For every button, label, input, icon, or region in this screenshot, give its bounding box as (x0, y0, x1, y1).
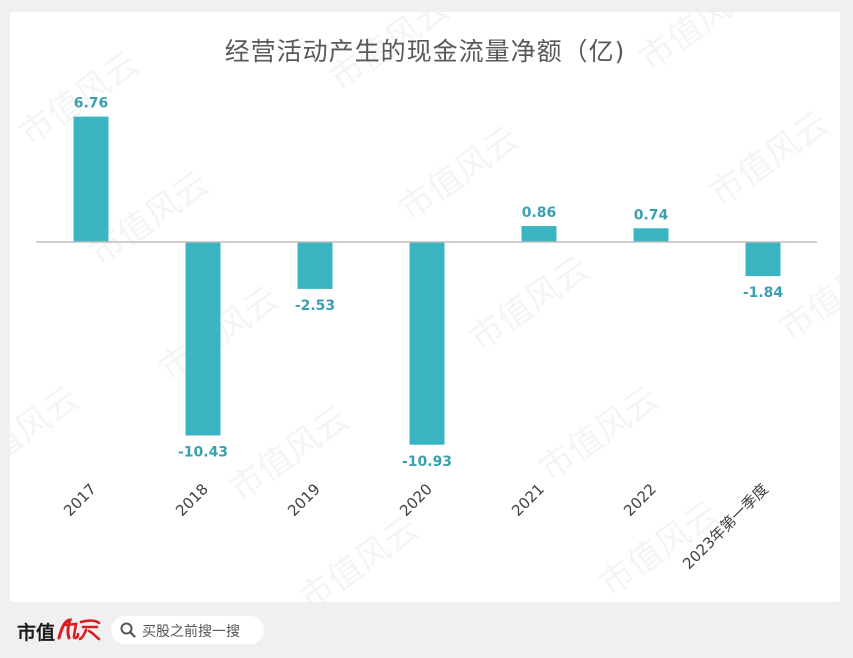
watermark-text: 市值风云 (292, 509, 426, 602)
value-label: -1.84 (743, 285, 784, 301)
watermark-text: 市值风云 (702, 104, 836, 215)
bar-2018 (185, 242, 221, 436)
watermark-text: 市值风云 (392, 119, 526, 230)
x-tick-label: 2021 (508, 480, 548, 520)
value-label: 6.76 (74, 96, 109, 112)
value-label: 0.74 (634, 207, 669, 223)
brand-calligraphy-icon (57, 618, 101, 641)
bar-2023年第一季度 (745, 242, 781, 277)
search-placeholder: 买股之前搜一搜 (142, 624, 240, 640)
x-tick-label: 2017 (60, 480, 100, 520)
x-tick-label: 2018 (172, 480, 212, 520)
value-label: -10.93 (402, 454, 452, 470)
watermark-text: 市值风云 (222, 399, 356, 510)
bar-2019 (297, 242, 333, 289)
watermark-text: 市值风云 (10, 379, 87, 490)
value-label: 0.86 (522, 205, 557, 221)
bars-group (73, 116, 781, 445)
x-tick-label: 2020 (396, 480, 436, 520)
x-tick-label: 2019 (284, 480, 324, 520)
value-label: -10.43 (178, 444, 228, 460)
watermark-text: 市值风云 (532, 379, 666, 490)
search-icon (120, 622, 136, 638)
footer-bar: 市值 买股之前搜一搜 (0, 602, 853, 658)
bar-2022 (633, 228, 669, 242)
chart-card: 市值风云 市值风云 市值风云 市值风云 市值风云 市值风云 市值风云 市值风云 市值风云 市值风云… (10, 12, 840, 602)
x-tick-label: 2022 (620, 480, 660, 520)
bar-2017 (73, 116, 109, 242)
bar-2020 (409, 242, 445, 445)
watermark-text: 市值风云 (462, 249, 596, 360)
value-label: -2.53 (295, 298, 335, 314)
value-labels-group: 6.76 -10.43 -2.53 -10.93 0.86 0.74 -1.84 (74, 96, 784, 470)
search-bar[interactable]: 买股之前搜一搜 (111, 616, 264, 644)
bar-2021 (521, 226, 557, 242)
brand-logo-text: 市值 (17, 622, 56, 644)
chart-title: 经营活动产生的现金流量净额（亿) (224, 37, 626, 66)
